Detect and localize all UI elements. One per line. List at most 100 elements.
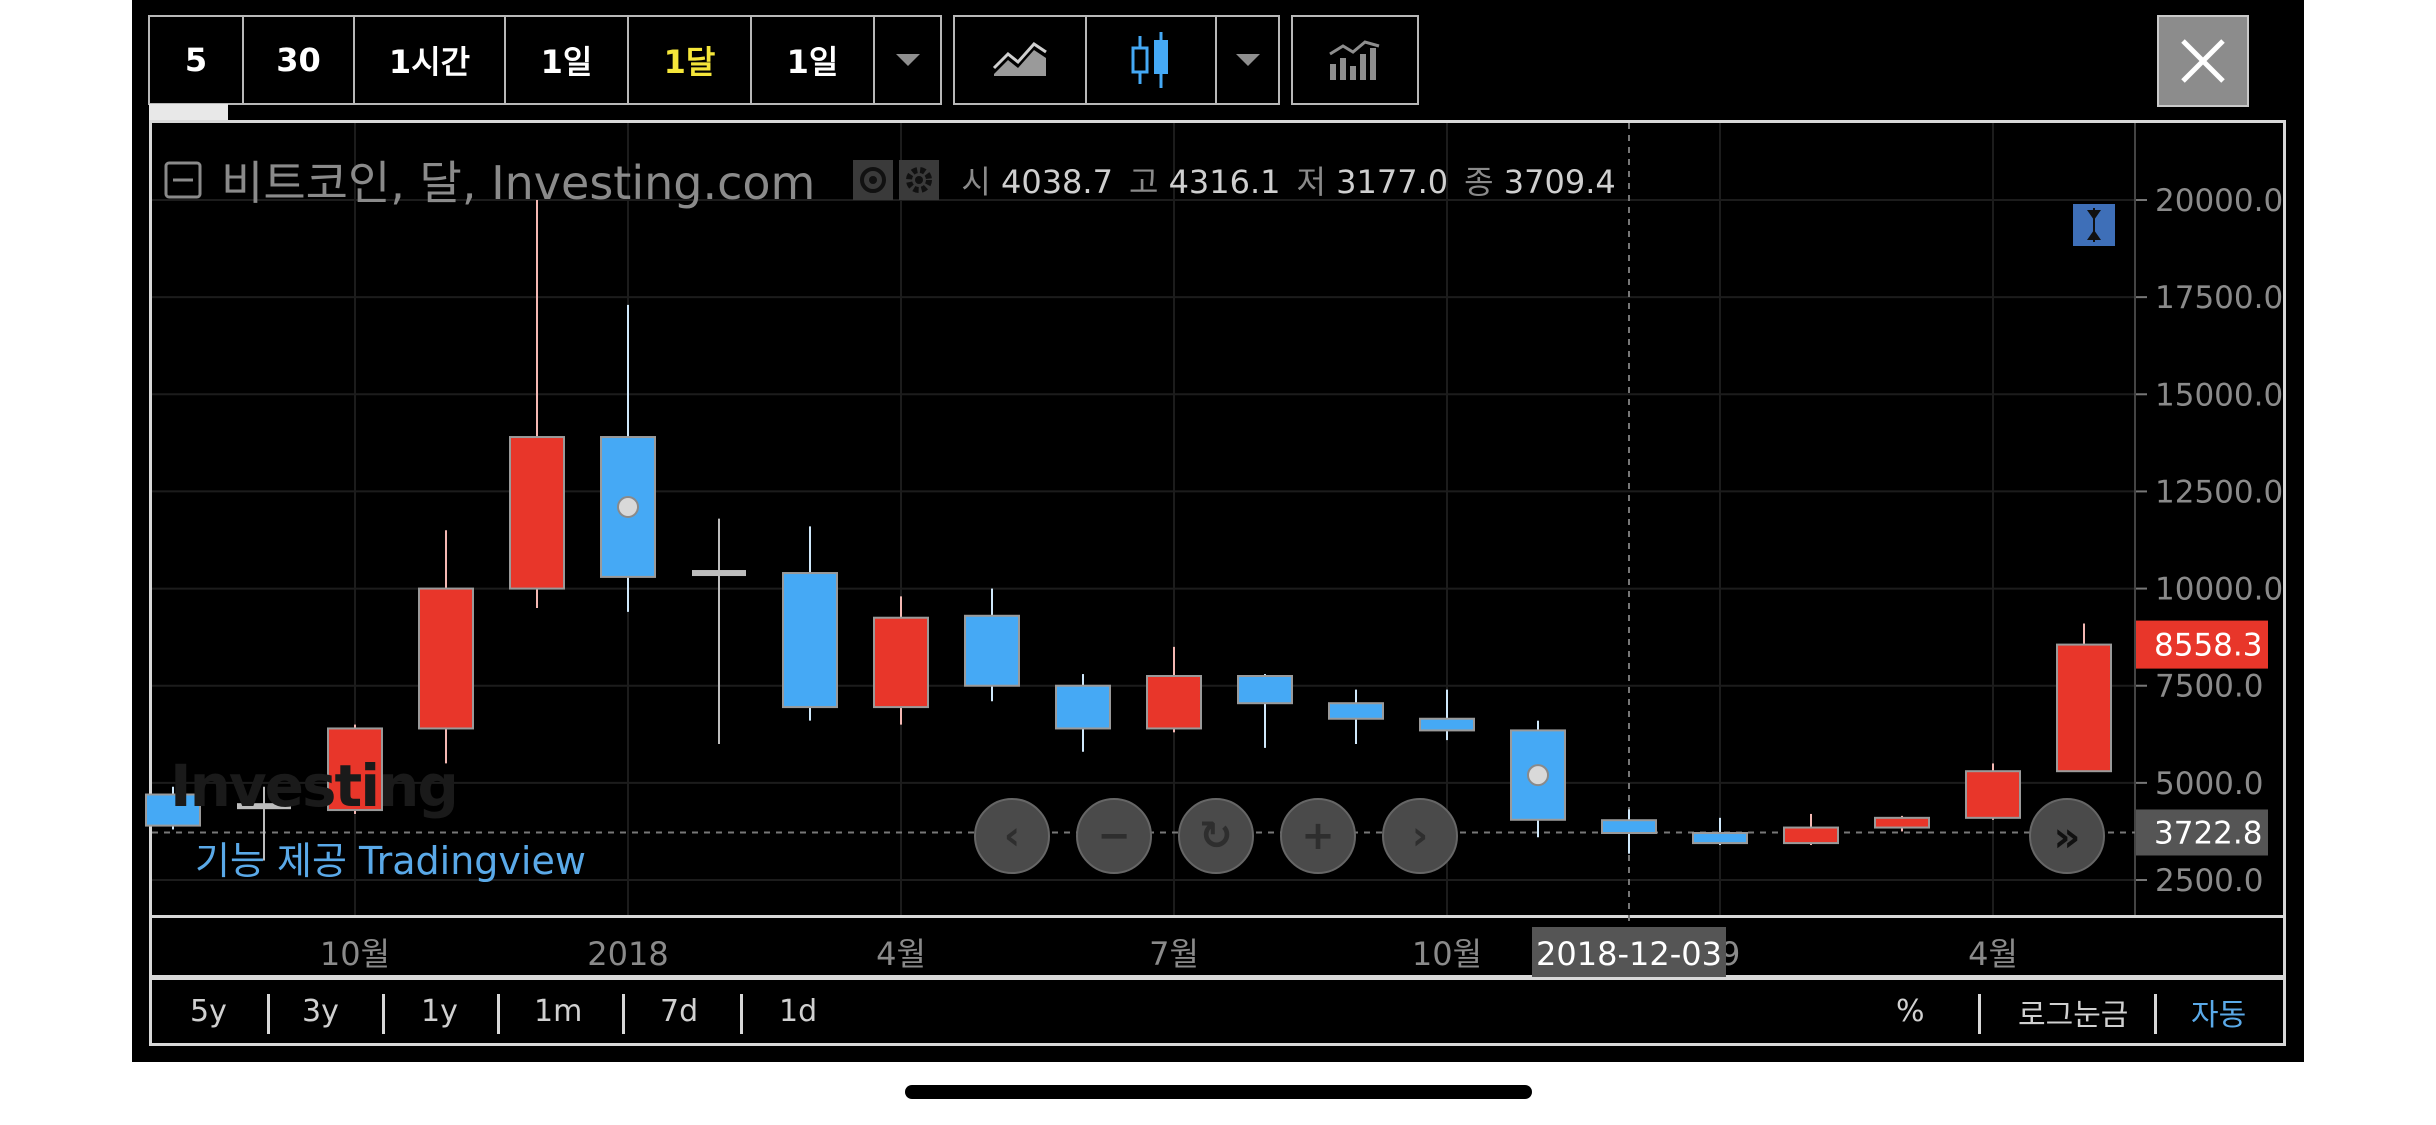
candle-body[interactable] (2056, 643, 2112, 773)
range-1m-button[interactable]: 1m (534, 980, 582, 1043)
divider (2154, 994, 2157, 1034)
candle-body[interactable] (964, 614, 1020, 687)
interval-toolbar: 5 30 1시간 1일 1달 1일 (148, 15, 942, 105)
toolbar-collapse-tab[interactable] (149, 104, 228, 120)
ohlc-high: 고 4316.1 (1129, 157, 1281, 203)
interval-label: 1달 (663, 43, 716, 81)
y-tick-label: 20000.0 (2155, 183, 2283, 219)
candle-body[interactable] (1419, 717, 1475, 732)
y-tick-label: 17500.0 (2155, 280, 2283, 316)
reset-button[interactable]: ↻ (1178, 798, 1254, 874)
candle-body[interactable] (145, 793, 201, 827)
candle-body-doji[interactable] (237, 803, 291, 810)
range-1d-button[interactable]: 1d (779, 980, 817, 1043)
home-indicator (905, 1085, 1532, 1099)
zoom-out-button[interactable]: − (1076, 798, 1152, 874)
auto-scale-button[interactable]: 자동 (2191, 980, 2246, 1043)
candle-body[interactable] (1692, 832, 1748, 845)
y-tick-label: 10000.0 (2155, 572, 2283, 608)
candle-body[interactable] (873, 616, 929, 709)
y-tick-label: 5000.0 (2155, 766, 2263, 802)
indicators-cell (1293, 17, 1417, 103)
x-tick-label: 4월 (1968, 935, 2018, 973)
percent-scale-button[interactable]: % (1896, 980, 1925, 1043)
candle-body[interactable] (1874, 816, 1930, 829)
candle-body[interactable] (1783, 826, 1839, 845)
time-axis-pane[interactable] (149, 918, 2286, 978)
interval-5[interactable]: 5 (150, 17, 242, 103)
y-tick-label: 12500.0 (2155, 474, 2283, 510)
last-price-tag (2136, 620, 2268, 669)
chart-type-dropdown[interactable] (1215, 17, 1278, 103)
indicators-button[interactable] (1291, 15, 1419, 105)
range-7d-button[interactable]: 7d (660, 980, 698, 1043)
scale-label: 자동 (2191, 997, 2247, 1033)
line-chart-button[interactable] (955, 17, 1085, 103)
range-5y-button[interactable]: 5y (190, 980, 227, 1043)
zoom-in-button[interactable]: + (1280, 798, 1356, 874)
candle-body[interactable] (509, 436, 565, 590)
interval-1d-2[interactable]: 1일 (750, 17, 873, 103)
range-label: 5y (190, 994, 227, 1029)
chevron-down-icon (1235, 54, 1260, 66)
candlestick-icon (1131, 32, 1168, 88)
gear-icon[interactable] (899, 160, 940, 200)
range-label: 1d (779, 994, 818, 1029)
eye-icon[interactable] (853, 160, 894, 200)
app-frame: 5 30 1시간 1일 1달 1일 (132, 0, 2304, 1062)
crosshair-date-tag (1532, 927, 1726, 977)
event-marker[interactable] (1527, 764, 1549, 787)
range-label: 7d (660, 994, 699, 1029)
event-marker[interactable] (617, 495, 639, 518)
interval-1m-active[interactable]: 1달 (627, 17, 750, 103)
scroll-right-button[interactable]: › (1382, 798, 1458, 874)
x-tick-label: 10월 (320, 935, 390, 973)
candle-body[interactable] (418, 587, 474, 730)
interval-label: 1일 (540, 43, 593, 81)
powered-by-text: 기능 제공 Tradingview (195, 839, 586, 883)
interval-dropdown[interactable] (873, 17, 940, 103)
line-chart-icon (992, 42, 1047, 76)
logo-text: Investing (170, 752, 459, 820)
ohlc-low-value: 3177.0 (1336, 163, 1449, 201)
log-scale-button[interactable]: 로그눈금 (2018, 980, 2128, 1043)
candlestick-chart-button[interactable] (1085, 17, 1215, 103)
interval-30[interactable]: 30 (242, 17, 353, 103)
divider (622, 994, 625, 1034)
scale-toggle-button[interactable] (2073, 204, 2115, 246)
ohlc-open-value: 4038.7 (1000, 163, 1113, 201)
divider (267, 994, 270, 1034)
candle-body[interactable] (782, 572, 838, 709)
interval-label: 30 (276, 41, 321, 79)
candle-body[interactable] (1055, 684, 1111, 730)
candle-body[interactable] (1965, 770, 2021, 819)
candle-body[interactable] (1237, 675, 1293, 705)
ohlc-high-value: 4316.1 (1168, 163, 1281, 201)
scroll-left-button[interactable]: ‹ (974, 798, 1050, 874)
range-1y-button[interactable]: 1y (421, 980, 458, 1043)
range-bar: 5y 3y 1y 1m 7d 1d % 로그눈금 자동 (149, 978, 2286, 1046)
candle-body[interactable] (1601, 819, 1657, 835)
ohlc-close: 종 3709.4 (1464, 157, 1616, 203)
interval-label: 1일 (786, 43, 839, 81)
interval-1d[interactable]: 1일 (504, 17, 627, 103)
range-label: 1y (421, 994, 458, 1029)
close-button[interactable] (2157, 15, 2249, 107)
indicators-icon (1329, 40, 1380, 80)
candle-body-doji[interactable] (692, 570, 746, 577)
chart-pane[interactable] (149, 120, 2286, 918)
scroll-to-latest-button[interactable]: » (2029, 798, 2105, 874)
investing-watermark-logo: Investing (170, 752, 459, 820)
candle-body[interactable] (1328, 702, 1384, 720)
range-3y-button[interactable]: 3y (302, 980, 339, 1043)
candle-body[interactable] (327, 727, 383, 812)
interval-label: 5 (184, 41, 208, 79)
symbol-title: 비트코인, 달, Investing.com (221, 156, 816, 210)
collapse-legend-icon[interactable] (163, 160, 203, 200)
ohlc-low-label: 저 (1296, 163, 1326, 201)
candle-body[interactable] (1146, 675, 1202, 730)
ohlc-open: 시 4038.7 (961, 157, 1113, 203)
close-icon (2181, 39, 2225, 83)
interval-1h[interactable]: 1시간 (353, 17, 504, 103)
